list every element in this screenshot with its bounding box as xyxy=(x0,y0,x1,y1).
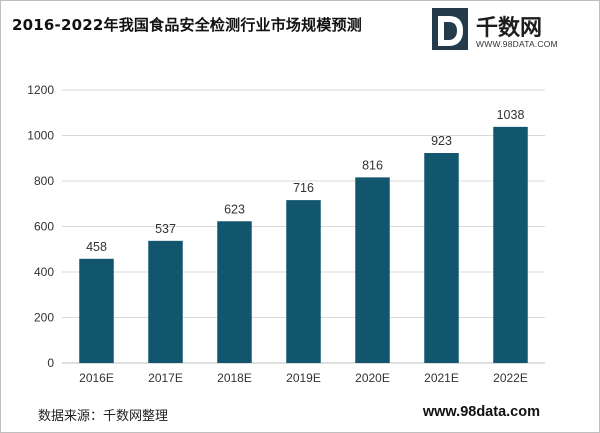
data-label: 623 xyxy=(224,202,245,216)
bar xyxy=(286,200,321,363)
y-tick-label: 0 xyxy=(47,356,54,370)
data-labels: 458 537 623 716 816 923 1038 xyxy=(86,108,524,254)
x-tick-label: 2019E xyxy=(286,371,321,385)
x-tick-label: 2017E xyxy=(148,371,183,385)
logo-url: WWW.98DATA.COM xyxy=(476,39,558,49)
bar xyxy=(355,177,390,363)
bar-chart: 0 200 400 600 800 1000 1200 458 537 623 716 816 923… xyxy=(27,83,545,385)
x-tick-label: 2016E xyxy=(79,371,114,385)
y-axis-ticks: 0 200 400 600 800 1000 1200 xyxy=(27,83,54,370)
y-tick-label: 1200 xyxy=(27,83,54,97)
logo-name: 千数网 xyxy=(476,16,543,41)
x-tick-label: 2020E xyxy=(355,371,390,385)
bar xyxy=(79,258,114,363)
x-tick-label: 2021E xyxy=(424,371,459,385)
data-label: 1038 xyxy=(497,108,525,122)
x-tick-label: 2022E xyxy=(493,371,528,385)
data-label: 716 xyxy=(293,181,314,195)
bar xyxy=(424,153,459,363)
x-axis-ticks: 2016E 2017E 2018E 2019E 2020E 2021E 2022E xyxy=(79,371,528,385)
data-source: 数据来源：千数网整理 xyxy=(38,409,169,424)
data-label: 816 xyxy=(362,158,383,172)
y-tick-label: 400 xyxy=(34,265,54,279)
y-tick-label: 800 xyxy=(34,174,54,188)
data-label: 923 xyxy=(431,134,452,148)
x-tick-label: 2018E xyxy=(217,371,252,385)
y-tick-label: 600 xyxy=(34,220,54,234)
y-tick-label: 1000 xyxy=(27,129,54,143)
logo-d3-icon xyxy=(432,8,468,50)
y-tick-label: 200 xyxy=(34,311,54,325)
bar xyxy=(217,221,252,363)
bar xyxy=(493,126,528,363)
bars xyxy=(79,126,528,363)
data-label: 537 xyxy=(155,222,176,236)
logo: 千数网 WWW.98DATA.COM xyxy=(432,8,562,52)
chart-title: 2016-2022年我国食品安全检测行业市场规模预测 xyxy=(12,16,362,34)
bar xyxy=(148,240,183,363)
website-url: www.98data.com xyxy=(422,404,540,420)
data-label: 458 xyxy=(86,240,107,254)
